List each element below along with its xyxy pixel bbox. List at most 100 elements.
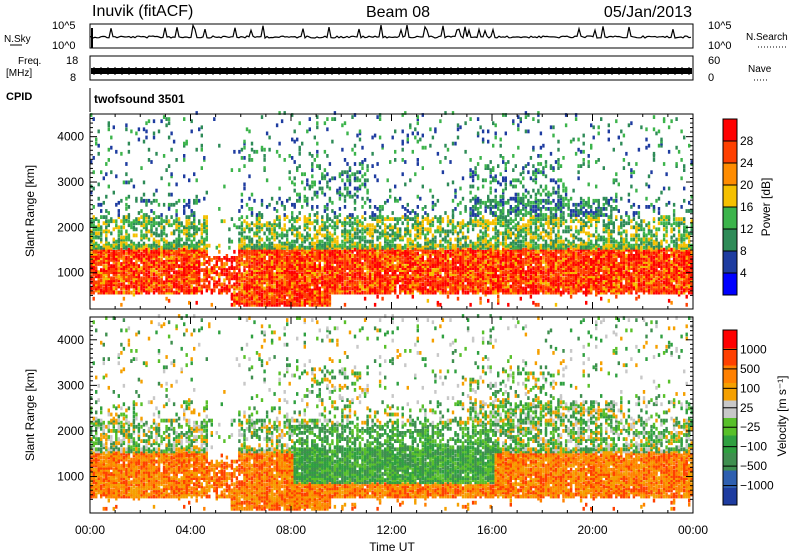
heatmap-cell [95,217,98,221]
heatmap-cell [416,258,419,262]
heatmap-cell [132,247,136,252]
heatmap-cell [343,221,347,226]
heatmap-cell [343,266,347,270]
heatmap-cell [353,256,357,260]
heatmap-cell [378,266,382,270]
heatmap-cell [235,286,239,291]
heatmap-cell [172,247,176,252]
heatmap-cell [371,211,374,215]
heatmap-cell [248,266,251,270]
heatmap-cell [356,245,359,250]
heatmap-cell [203,241,206,246]
heatmap-cell [419,264,422,268]
heatmap-cell [328,249,332,254]
heatmap-cell [198,219,201,224]
heatmap-cell [346,229,349,234]
heatmap-cell [404,160,407,164]
heatmap-cell [479,264,482,268]
heatmap-cell [336,268,339,272]
heatmap-cell [313,192,316,197]
heatmap-cell [238,251,241,256]
heatmap-cell [434,280,437,285]
heatmap-cell [102,280,105,285]
heatmap-cell [386,245,389,250]
heatmap-cell [220,264,223,268]
heatmap-cell [389,282,392,287]
heatmap-cell [145,280,148,285]
heatmap-cell [313,262,316,266]
heatmap-cell [426,254,430,258]
heatmap-cell [353,192,357,197]
heatmap-cell [110,254,113,258]
heatmap-cell [343,249,347,254]
heatmap-cell [346,237,349,242]
heatmap-cell [152,119,156,124]
heatmap-cell [296,260,299,264]
heatmap-cell [323,227,327,232]
heatmap-cell [449,290,452,295]
heatmap-cell [298,151,301,156]
heatmap-cell [323,233,327,238]
heatmap-cell [406,249,409,254]
heatmap-cell [386,264,389,268]
heatmap-cell [278,258,281,262]
heatmap-cell [147,288,151,293]
heatmap-cell [90,260,93,264]
heatmap-cell [97,258,100,262]
heatmap-cell [167,117,171,121]
heatmap-cell [479,278,482,283]
heatmap-cell [250,207,254,211]
heatmap-cell [386,215,389,219]
heatmap-cell [476,280,480,285]
heatmap-cell [363,229,367,234]
heatmap-cell [195,111,198,115]
heatmap-cell [318,247,321,252]
heatmap-cell [145,264,148,268]
heatmap-cell [466,284,470,289]
heatmap-cell [260,298,264,303]
heatmap-cell [135,270,138,275]
heatmap-cell [260,254,264,258]
heatmap-cell [92,247,95,252]
heatmap-cell [253,270,256,275]
heatmap-cell [411,284,414,289]
heatmap-cell [200,147,203,152]
heatmap-cell [338,288,342,293]
heatmap-cell [459,247,462,252]
heatmap-cell [406,262,409,266]
heatmap-cell [481,178,485,183]
heatmap-cell [296,286,299,291]
heatmap-cell [461,196,465,201]
heatmap-cell [328,264,332,268]
heatmap-cell [449,278,452,283]
heatmap-cell [479,221,482,226]
heatmap-cell [243,286,246,291]
heatmap-cell [147,237,151,242]
heatmap-cell [130,266,133,270]
heatmap-cell [404,231,407,236]
heatmap-cell [338,286,342,291]
heatmap-cell [203,249,206,254]
heatmap-cell [414,215,417,219]
heatmap-cell [275,302,279,307]
heatmap-cell [185,272,188,277]
heatmap-cell [296,137,299,142]
heatmap-cell [175,158,178,162]
heatmap-cell [135,290,138,295]
heatmap-cell [419,223,422,228]
heatmap-cell [235,272,239,277]
heatmap-cell [469,270,472,275]
heatmap-cell [273,225,276,230]
heatmap-cell [308,254,311,258]
heatmap-cell [389,288,392,293]
heatmap-cell [250,264,254,268]
heatmap-cell [102,288,105,293]
heatmap-cell [348,254,352,258]
heatmap-cell [461,221,465,226]
heatmap-cell [311,292,314,297]
heatmap-cell [311,254,314,258]
heatmap-cell [444,284,447,289]
heatmap-cell [318,245,321,250]
heatmap-cell [348,194,352,199]
heatmap-cell [306,278,309,283]
